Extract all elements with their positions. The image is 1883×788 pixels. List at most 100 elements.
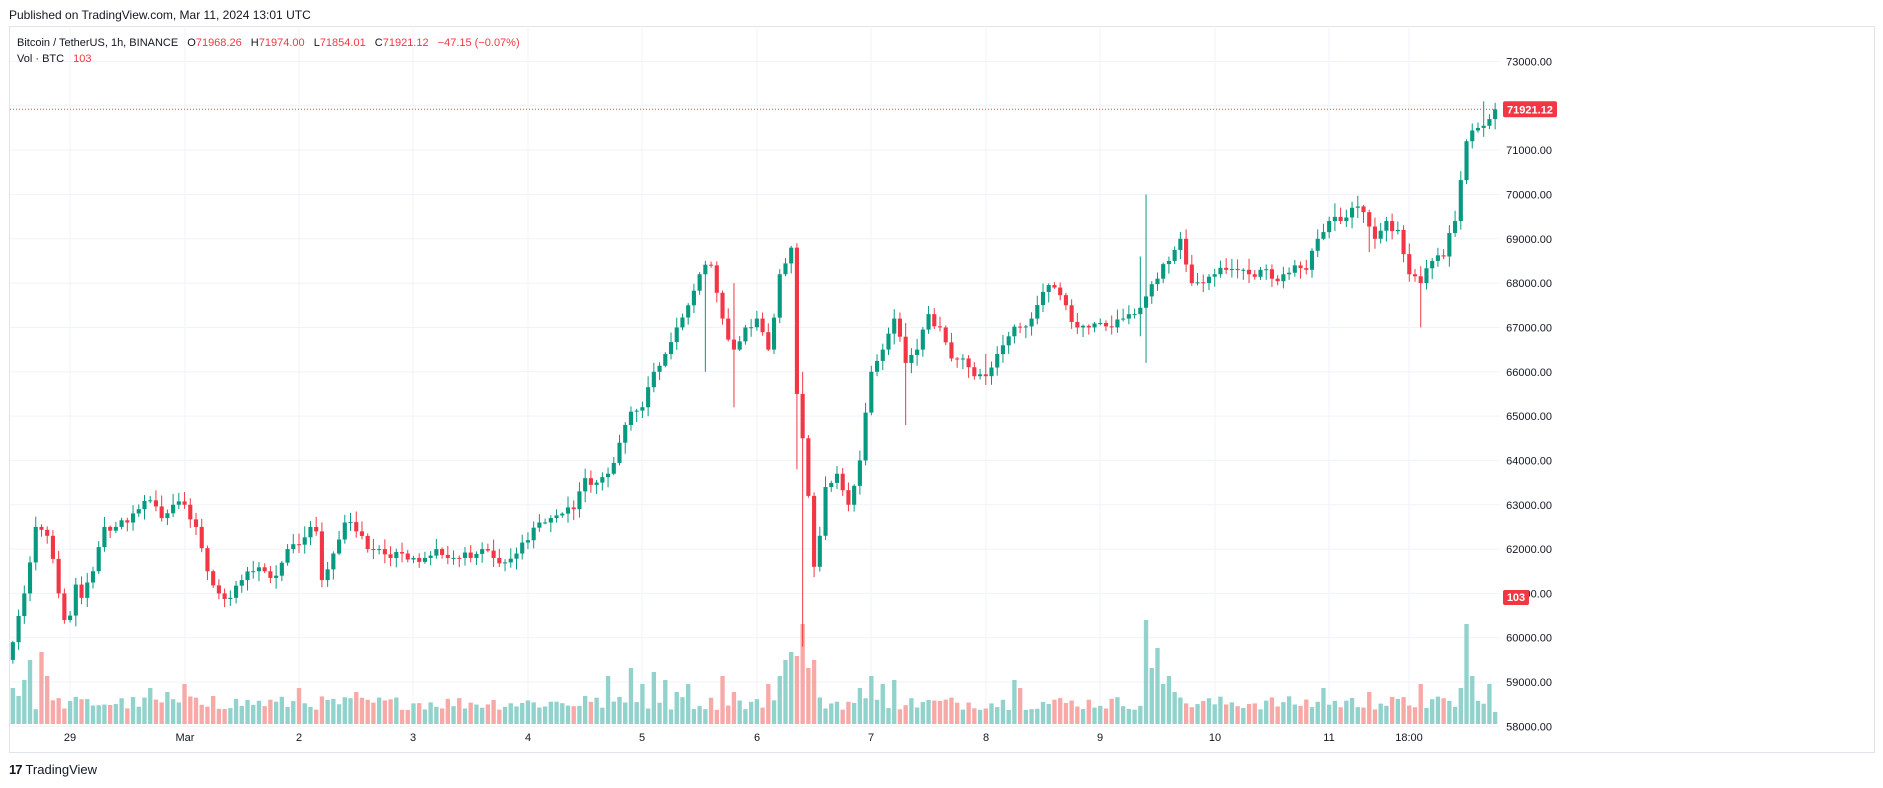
candle[interactable]	[319, 522, 324, 588]
candle[interactable]	[588, 470, 593, 493]
candle[interactable]	[766, 323, 771, 352]
candle[interactable]	[1275, 275, 1280, 286]
candle[interactable]	[1304, 259, 1309, 275]
candle[interactable]	[1189, 255, 1194, 286]
candle[interactable]	[337, 530, 342, 556]
candle[interactable]	[794, 243, 799, 470]
candle[interactable]	[1000, 334, 1006, 363]
candle[interactable]	[1453, 210, 1458, 237]
candle[interactable]	[1023, 324, 1028, 339]
candle[interactable]	[1327, 216, 1332, 239]
candle[interactable]	[709, 261, 714, 268]
candle[interactable]	[1395, 221, 1400, 235]
candle[interactable]	[531, 521, 536, 549]
candle[interactable]	[119, 517, 124, 530]
candle[interactable]	[1052, 282, 1057, 289]
candle[interactable]	[142, 495, 147, 520]
candle[interactable]	[1081, 324, 1086, 337]
candle[interactable]	[1115, 309, 1120, 333]
candle[interactable]	[686, 303, 691, 325]
candle[interactable]	[1109, 315, 1114, 335]
candle[interactable]	[136, 504, 141, 517]
candle[interactable]	[16, 609, 21, 650]
candle[interactable]	[159, 495, 164, 522]
candle[interactable]	[823, 476, 828, 541]
candle[interactable]	[199, 518, 204, 553]
candle[interactable]	[1224, 258, 1229, 274]
candle[interactable]	[806, 435, 811, 498]
candle[interactable]	[1481, 101, 1486, 137]
candle[interactable]	[932, 308, 937, 329]
candle[interactable]	[983, 354, 988, 386]
candle[interactable]	[434, 538, 439, 559]
chart-frame[interactable]	[9, 26, 1875, 753]
candle[interactable]	[1441, 249, 1446, 260]
candle[interactable]	[749, 319, 754, 337]
candle[interactable]	[989, 361, 994, 385]
candle[interactable]	[737, 336, 742, 352]
candle[interactable]	[285, 544, 290, 566]
candle[interactable]	[262, 563, 267, 573]
candle[interactable]	[1018, 322, 1023, 334]
candle[interactable]	[113, 521, 118, 533]
candle[interactable]	[394, 548, 399, 568]
candle[interactable]	[1206, 274, 1212, 290]
candle[interactable]	[869, 365, 874, 416]
candle[interactable]	[27, 556, 33, 602]
candle[interactable]	[10, 640, 15, 664]
candle[interactable]	[1292, 260, 1297, 277]
candle[interactable]	[176, 492, 181, 510]
candle[interactable]	[657, 362, 662, 381]
candle[interactable]	[1029, 312, 1034, 336]
candle[interactable]	[1281, 266, 1286, 289]
candle[interactable]	[474, 551, 479, 566]
candle[interactable]	[188, 498, 193, 528]
candle[interactable]	[50, 530, 55, 564]
candle[interactable]	[274, 565, 279, 589]
candle[interactable]	[852, 484, 857, 512]
candle[interactable]	[325, 561, 330, 587]
candle[interactable]	[245, 567, 250, 591]
candle[interactable]	[22, 585, 27, 624]
candle[interactable]	[1338, 207, 1343, 225]
candle[interactable]	[279, 561, 284, 582]
candle[interactable]	[1287, 267, 1292, 280]
candle[interactable]	[68, 611, 73, 623]
candle[interactable]	[1350, 201, 1355, 229]
candle[interactable]	[1098, 318, 1103, 326]
candle[interactable]	[462, 546, 468, 566]
candle[interactable]	[668, 332, 674, 360]
candle[interactable]	[731, 283, 737, 408]
candle[interactable]	[1309, 248, 1315, 278]
candle[interactable]	[611, 457, 616, 476]
candle[interactable]	[600, 472, 605, 491]
volume-label[interactable]: Vol · BTC	[17, 53, 65, 65]
candle[interactable]	[834, 466, 840, 490]
candle[interactable]	[371, 538, 376, 560]
candle[interactable]	[560, 512, 565, 518]
candle[interactable]	[497, 548, 502, 567]
candle[interactable]	[348, 512, 353, 531]
candle[interactable]	[239, 574, 244, 593]
candle[interactable]	[1178, 231, 1183, 260]
candle[interactable]	[62, 588, 67, 624]
candle[interactable]	[96, 541, 101, 574]
candle[interactable]	[1361, 205, 1366, 223]
candle[interactable]	[1149, 281, 1154, 304]
candle[interactable]	[892, 309, 897, 345]
candle[interactable]	[800, 371, 805, 647]
candle[interactable]	[583, 468, 588, 503]
candle[interactable]	[674, 317, 679, 350]
candle[interactable]	[1378, 222, 1383, 244]
candle[interactable]	[331, 551, 336, 580]
candle[interactable]	[130, 505, 136, 531]
candle[interactable]	[1412, 269, 1418, 282]
candle[interactable]	[1475, 122, 1481, 133]
candle[interactable]	[623, 422, 628, 454]
candle[interactable]	[1344, 209, 1349, 227]
candle[interactable]	[955, 357, 960, 368]
candle[interactable]	[771, 313, 777, 354]
candle[interactable]	[268, 565, 273, 584]
candle[interactable]	[937, 316, 943, 332]
candle[interactable]	[926, 305, 931, 334]
